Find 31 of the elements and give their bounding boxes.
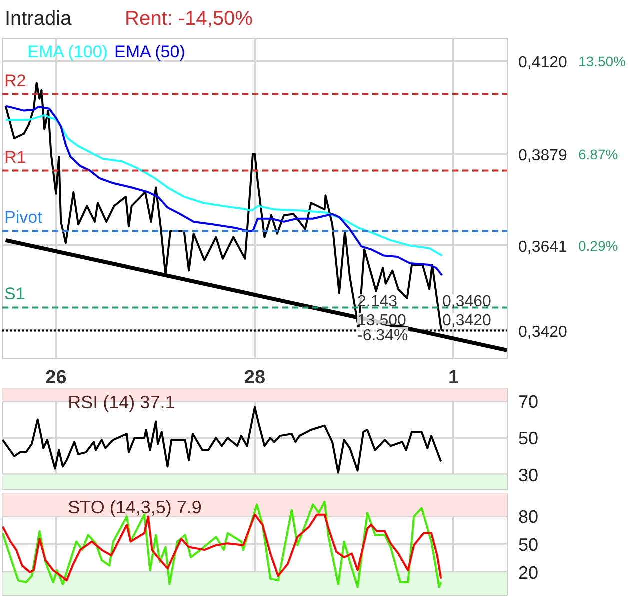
chart-title: STO (14,3,5) 7.9 bbox=[68, 498, 202, 518]
y-tick-label: 80 bbox=[518, 507, 539, 528]
chart-title: Intradia bbox=[5, 7, 72, 32]
y-tick-label: 70 bbox=[518, 392, 539, 412]
annotation: -6.34% bbox=[358, 328, 408, 344]
ref-line-label: Pivot bbox=[4, 208, 43, 228]
chart-title: RSI (14) 37.1 bbox=[68, 392, 176, 412]
y2-tick-label: 0.29% bbox=[578, 238, 618, 254]
y-tick-label: 50 bbox=[518, 535, 539, 555]
y2-tick-label: 6.87% bbox=[578, 146, 618, 162]
y-tick-label: 30 bbox=[518, 465, 539, 486]
chart-subtitle: Rent: -14,50% bbox=[125, 7, 253, 32]
y-tick-label: 0,3420 bbox=[518, 324, 568, 341]
ref-line-label: R1 bbox=[4, 148, 26, 167]
x-tick-label: 26 bbox=[46, 368, 67, 388]
y-tick-label: 0,4120 bbox=[518, 54, 568, 72]
ref-line-label: R2 bbox=[4, 71, 26, 90]
text: EMA (100) bbox=[28, 42, 108, 62]
y-tick-label: 0,3641 bbox=[518, 238, 568, 256]
annotation: 0,3420 bbox=[442, 312, 492, 330]
y-tick-label: 20 bbox=[518, 562, 539, 583]
text: EMA (50) bbox=[114, 42, 186, 62]
y-tick-label: 0,3879 bbox=[518, 147, 568, 164]
annotation: 2.143 bbox=[358, 294, 398, 310]
ref-line-label: S1 bbox=[4, 284, 26, 304]
annotation: 0,3460 bbox=[442, 294, 492, 310]
annotation: 13.500 bbox=[358, 312, 407, 330]
y-tick-label: 50 bbox=[518, 428, 539, 449]
x-tick-label: 28 bbox=[244, 368, 266, 388]
y2-tick-label: 13.50% bbox=[578, 54, 626, 70]
x-tick-label: 1 bbox=[448, 368, 460, 388]
